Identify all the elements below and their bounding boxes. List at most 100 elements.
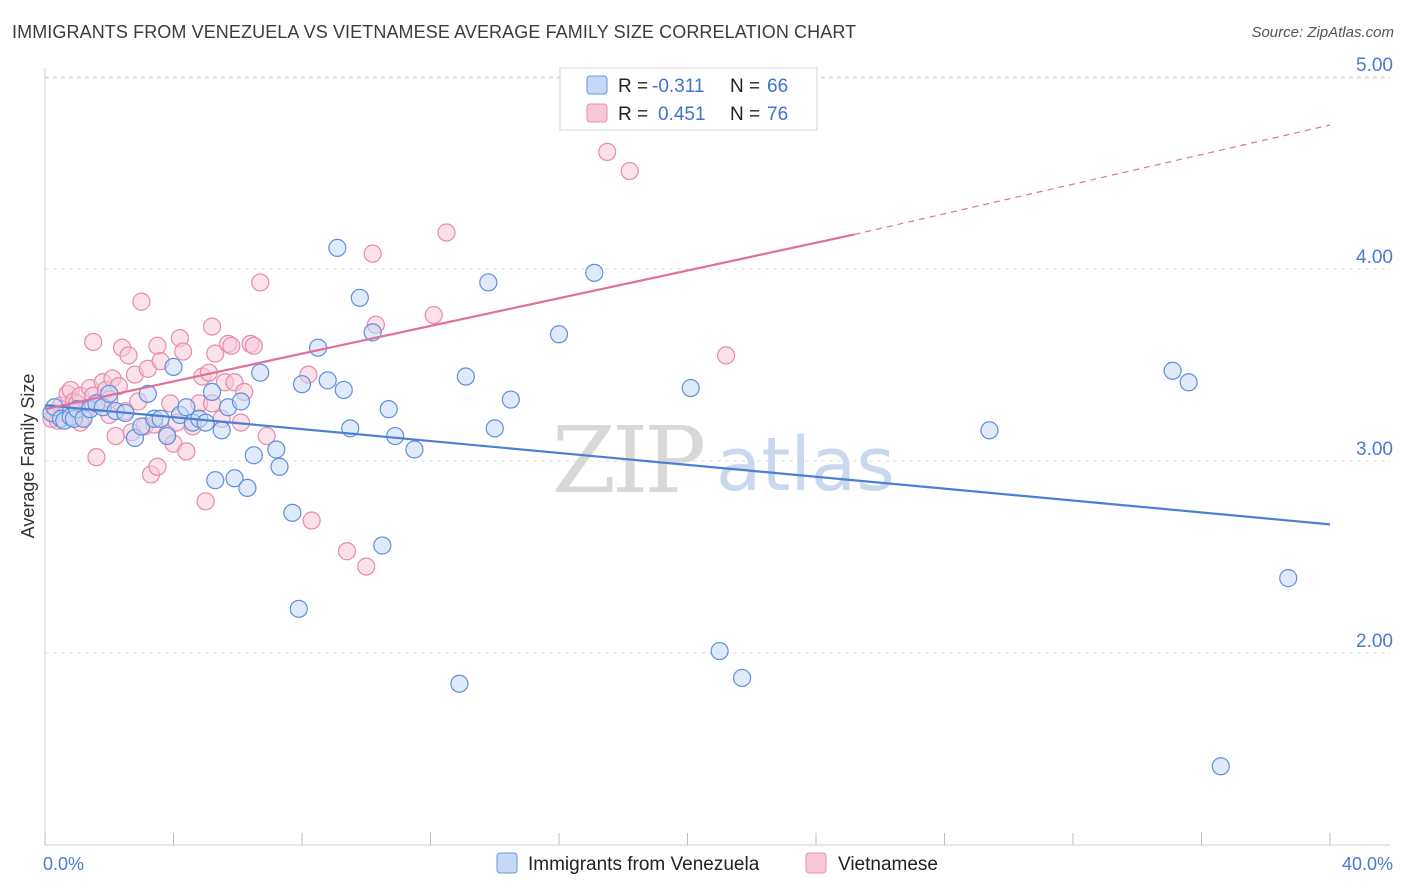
scatter-point bbox=[244, 336, 263, 355]
scatter-point bbox=[363, 244, 382, 263]
scatter-point bbox=[1279, 569, 1298, 588]
scatter-point bbox=[710, 641, 729, 661]
scatter-point bbox=[456, 367, 475, 386]
y-axis-label: Average Family Size bbox=[18, 374, 38, 539]
scatter-point bbox=[302, 511, 321, 530]
y-tick-label: 3.00 bbox=[1356, 439, 1393, 460]
scatter-point bbox=[485, 419, 504, 438]
trend-lines bbox=[44, 124, 1331, 526]
bottom-legend-swatch-blue bbox=[496, 852, 518, 874]
legend-r-value: -0.311 bbox=[652, 76, 704, 97]
scatter-point bbox=[373, 536, 392, 555]
scatter-point bbox=[238, 478, 257, 497]
scatter-point bbox=[87, 448, 106, 467]
scatter-point bbox=[177, 398, 196, 417]
scatter-point bbox=[549, 325, 569, 344]
scatter-point bbox=[598, 142, 617, 161]
scatter-point bbox=[283, 503, 302, 522]
scatter-point bbox=[386, 426, 405, 446]
scatter-point bbox=[251, 363, 270, 382]
watermark-atlas: atlas bbox=[716, 422, 895, 508]
source-credit: Source: ZipAtlas.com bbox=[1251, 24, 1394, 41]
scatter-point bbox=[119, 346, 138, 365]
scatter-point bbox=[585, 263, 604, 282]
scatter-point bbox=[1211, 757, 1230, 776]
scatter-point bbox=[202, 317, 222, 336]
y-tick-label: 4.00 bbox=[1356, 247, 1393, 268]
scatter-point bbox=[479, 273, 498, 292]
scatter-point bbox=[244, 446, 263, 465]
legend-n-value: 66 bbox=[767, 76, 788, 97]
scatter-point bbox=[206, 471, 225, 490]
scatter-point bbox=[202, 382, 222, 401]
scatter-point bbox=[177, 442, 196, 461]
trend-line-vietnamese bbox=[44, 233, 855, 411]
legend-n-value: 76 bbox=[767, 104, 788, 125]
scatter-point bbox=[222, 336, 241, 355]
scatter-point bbox=[350, 288, 369, 307]
scatter-point bbox=[289, 599, 308, 618]
legend-box: R = -0.311 N = 66 R = 0.451 N = 76 bbox=[559, 67, 818, 131]
bottom-legend: Immigrants from Venezuela Vietnamese bbox=[496, 852, 938, 875]
scatter-point bbox=[212, 421, 231, 440]
scatter-point bbox=[164, 357, 183, 377]
scatter-point bbox=[501, 390, 520, 409]
x-tick-label: 40.0% bbox=[1342, 854, 1393, 874]
legend-n-label: N = bbox=[730, 76, 760, 97]
y-tick-label: 2.00 bbox=[1356, 631, 1393, 652]
y-tick-labels: 2.00 3.00 4.00 5.00 bbox=[1356, 55, 1393, 652]
watermark: ZIP atlas bbox=[552, 407, 895, 514]
scatter-point bbox=[405, 440, 424, 459]
scatter-point bbox=[337, 542, 357, 561]
legend-r-label: R = bbox=[618, 76, 648, 97]
bottom-legend-label-vietnamese: Vietnamese bbox=[838, 854, 938, 875]
scatter-point bbox=[980, 421, 999, 440]
scatter-point bbox=[733, 668, 752, 688]
scatter-point bbox=[437, 223, 456, 242]
scatter-point bbox=[270, 457, 289, 476]
axes bbox=[44, 68, 1390, 846]
scatter-point bbox=[379, 400, 398, 419]
watermark-zip: ZIP bbox=[552, 407, 703, 514]
scatter-point bbox=[196, 413, 215, 432]
scatter-point bbox=[328, 238, 347, 257]
scatter-point bbox=[151, 409, 170, 428]
bottom-legend-swatch-pink bbox=[805, 852, 827, 874]
y-tick-label: 5.00 bbox=[1356, 55, 1393, 76]
x-tick-labels: 0.0% 40.0% bbox=[43, 854, 1393, 874]
scatter-point bbox=[132, 292, 151, 311]
scatter-point bbox=[196, 492, 215, 511]
scatter-point bbox=[206, 344, 225, 363]
scatter-point bbox=[148, 457, 167, 476]
scatter-point bbox=[1179, 373, 1198, 392]
x-tick-label: 0.0% bbox=[43, 854, 84, 874]
scatter-point bbox=[148, 336, 167, 355]
legend-swatch-blue bbox=[586, 75, 608, 95]
scatter-point bbox=[292, 375, 312, 394]
scatter-point bbox=[106, 426, 125, 446]
trend-line-venezuela bbox=[44, 404, 1331, 526]
scatter-point bbox=[231, 392, 251, 411]
legend-r-value: 0.451 bbox=[658, 104, 706, 125]
legend-swatch-pink bbox=[586, 103, 608, 123]
scatter-point bbox=[157, 426, 177, 446]
scatter-point bbox=[251, 273, 270, 292]
scatter-point bbox=[716, 346, 736, 365]
scatter-point bbox=[334, 380, 353, 400]
legend-n-label: N = bbox=[730, 104, 760, 125]
scatter-point bbox=[138, 384, 157, 403]
scatter-point bbox=[681, 378, 700, 398]
scatter-point bbox=[318, 371, 337, 390]
scatter-point bbox=[225, 469, 244, 488]
scatter-point bbox=[620, 161, 639, 181]
scatter-point bbox=[308, 338, 328, 357]
scatter-point bbox=[450, 674, 469, 693]
scatter-point bbox=[257, 426, 276, 446]
scatter-point bbox=[424, 305, 443, 325]
trend-line-vietnamese-extension bbox=[854, 124, 1331, 236]
chart-title: IMMIGRANTS FROM VENEZUELA VS VIETNAMESE … bbox=[12, 22, 857, 42]
scatter-point bbox=[174, 342, 193, 361]
bottom-legend-label-venezuela: Immigrants from Venezuela bbox=[528, 854, 760, 875]
scatter-point bbox=[84, 332, 103, 352]
